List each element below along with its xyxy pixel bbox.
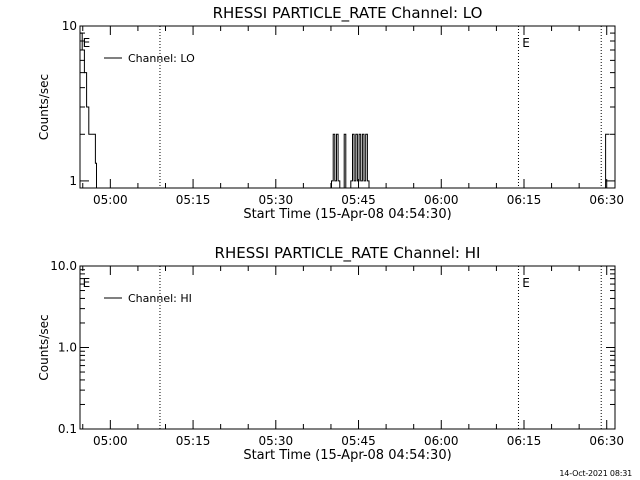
panel1-series-line: [80, 32, 97, 188]
panel1-legend-label: Channel: LO: [128, 52, 195, 65]
panel2-title: RHESSI PARTICLE_RATE Channel: HI: [215, 244, 481, 263]
panel1-series-line: [329, 133, 370, 189]
panel1-event-marker: E: [522, 36, 530, 50]
panel1-series-line: [604, 133, 610, 189]
panel2-ytick-label: 10.0: [50, 259, 77, 273]
panel2-xtick-label: 05:15: [176, 434, 211, 448]
panel2-xtick-label: 05:00: [93, 434, 128, 448]
panel1-xtick-label: 06:00: [424, 193, 459, 207]
panel1-title: RHESSI PARTICLE_RATE Channel: LO: [213, 4, 483, 23]
panel1-ytick-label: 1: [69, 174, 77, 188]
panel2-xtick-label: 05:45: [341, 434, 376, 448]
panel2-event-marker: E: [522, 276, 530, 290]
panel1-event-marker: E: [83, 36, 91, 50]
panel2-yaxis-label: Counts/sec: [37, 314, 51, 380]
panel1-xtick-label: 05:45: [341, 193, 376, 207]
panel2-xtick-label: 06:15: [507, 434, 542, 448]
panel2-ytick-label: 1.0: [58, 341, 77, 355]
panel2-event-marker: E: [83, 276, 91, 290]
panel2-xtick-label: 06:00: [424, 434, 459, 448]
panel2-xaxis-label: Start Time (15-Apr-08 04:54:30): [243, 448, 451, 463]
panel2-ytick-label: 0.1: [58, 422, 77, 436]
panel1-xtick-label: 06:30: [589, 193, 624, 207]
panel2-xtick-label: 05:30: [259, 434, 294, 448]
panel1-xtick-label: 05:00: [93, 193, 128, 207]
panel1-xtick-label: 06:15: [507, 193, 542, 207]
panel1-ytick-label: 10: [62, 19, 77, 33]
footer-timestamp: 14-Oct-2021 08:31: [559, 469, 632, 478]
panel2-xtick-label: 06:30: [589, 434, 624, 448]
panel1-xtick-label: 05:30: [259, 193, 294, 207]
panel1-xaxis-label: Start Time (15-Apr-08 04:54:30): [243, 207, 451, 222]
panel1-xtick-label: 05:15: [176, 193, 211, 207]
panel1-yaxis-label: Counts/sec: [37, 74, 51, 140]
panel2-legend-label: Channel: HI: [128, 292, 192, 305]
